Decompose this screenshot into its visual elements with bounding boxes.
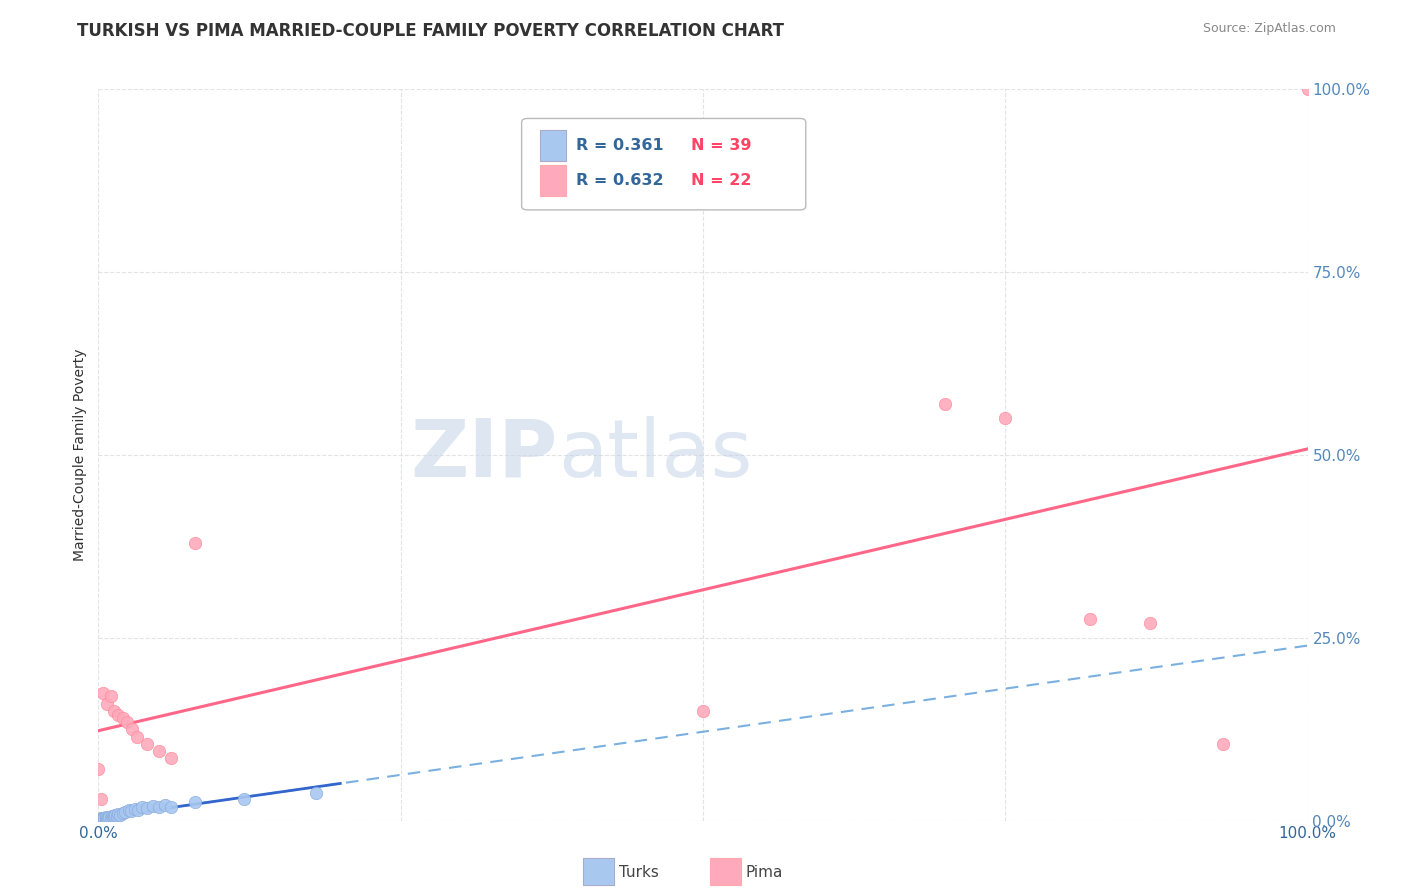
Point [96,697,118,711]
Y-axis label: Married-Couple Family Poverty: Married-Couple Family Poverty [73,349,87,561]
Point [1139,616,1161,631]
Point [101,810,124,824]
Point [103,704,125,718]
Point [184,796,207,810]
Point [934,397,956,411]
Text: N = 39: N = 39 [690,138,751,153]
Text: N = 22: N = 22 [690,173,751,188]
Point [135,801,157,815]
Point [107,807,129,822]
Point [93,811,115,825]
Text: Pima: Pima [745,865,783,880]
Point [111,711,134,725]
Point [103,808,125,822]
Point [142,799,165,814]
Point [96,811,118,825]
Point [94,812,117,826]
Point [111,806,134,821]
Point [100,811,122,825]
Point [90,812,112,826]
Point [127,730,149,744]
Point [100,690,122,704]
Point [184,535,207,549]
Bar [540,130,567,161]
Point [87,814,110,828]
Point [135,737,157,751]
Text: atlas: atlas [558,416,752,494]
Point [91,812,114,826]
Point [124,802,146,816]
Bar [540,165,567,196]
Point [160,751,183,765]
Point [108,807,131,822]
Point [131,800,153,814]
Point [87,763,110,777]
Point [89,813,111,827]
Point [100,809,122,823]
Text: Source: ZipAtlas.com: Source: ZipAtlas.com [1202,22,1336,36]
Point [117,714,139,729]
Point [91,686,114,700]
Point [107,707,129,722]
Point [148,744,170,758]
Point [121,723,143,737]
Point [153,797,176,812]
Text: R = 0.632: R = 0.632 [576,173,664,188]
Point [160,799,183,814]
Point [120,804,142,818]
Point [91,813,114,827]
Text: R = 0.361: R = 0.361 [576,138,664,153]
Point [305,786,328,800]
Point [118,803,141,817]
Point [148,800,170,814]
FancyBboxPatch shape [522,119,806,210]
Text: TURKISH VS PIMA MARRIED-COUPLE FAMILY POVERTY CORRELATION CHART: TURKISH VS PIMA MARRIED-COUPLE FAMILY PO… [77,22,785,40]
Point [104,807,127,822]
Point [91,812,114,826]
Point [692,704,714,718]
Point [105,809,128,823]
Point [98,810,121,824]
Point [127,804,149,818]
Point [90,791,112,805]
Point [97,812,120,826]
Point [93,812,115,826]
Point [114,805,136,819]
Text: Turks: Turks [619,865,658,880]
Point [1078,612,1101,626]
Point [91,813,114,827]
Text: ZIP: ZIP [411,416,558,494]
Point [90,812,112,826]
Point [1296,82,1319,96]
Point [232,791,254,805]
Point [994,411,1017,425]
Point [96,812,118,826]
Point [94,810,117,824]
Point [1212,737,1234,751]
